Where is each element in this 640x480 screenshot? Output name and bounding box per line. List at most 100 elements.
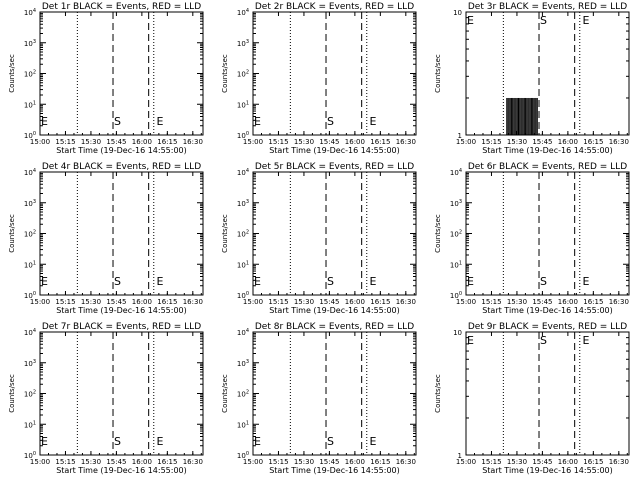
x-tick-label: 16:30	[396, 298, 416, 306]
y-tick-label: 104	[237, 328, 249, 337]
plot-panel-2: Det 2r BLACK = Events, RED = LLD 15:00 15:…	[221, 2, 417, 155]
x-tick-label: 15:45	[106, 138, 126, 146]
panel-title: Det 6r BLACK = Events, RED = LLD	[468, 162, 627, 172]
plot-frame	[39, 171, 204, 296]
x-tick-label: 15:30	[81, 138, 101, 146]
x-tick-label: 15:45	[319, 138, 339, 146]
marker-end: E	[254, 435, 261, 448]
y-tick-label: 103	[237, 199, 249, 208]
marker-end: E	[467, 334, 474, 347]
x-tick-label: 15:15	[268, 298, 288, 306]
x-tick-label: 16:30	[183, 138, 203, 146]
x-tick-label: 16:15	[370, 298, 390, 306]
x-tick-label: 15:45	[106, 298, 126, 306]
x-tick-label: 15:15	[268, 138, 288, 146]
y-axis-title: Counts/sec	[434, 374, 442, 413]
x-tick-label: 15:45	[532, 138, 552, 146]
marker-start: S	[114, 275, 121, 288]
x-tick-label: 16:00	[345, 298, 365, 306]
plot-panel-8: Det 8r BLACK = Events, RED = LLD 15:00 15:…	[221, 322, 417, 475]
plot-panel-4: Det 4r BLACK = Events, RED = LLD 15:00 15:…	[8, 162, 204, 315]
y-tick-label: 103	[24, 199, 36, 208]
x-tick-label: 16:30	[396, 138, 416, 146]
marker-start: S	[540, 275, 547, 288]
x-tick-label: 15:30	[81, 458, 101, 466]
x-tick-label: 16:00	[132, 298, 152, 306]
x-tick-label: 16:00	[558, 298, 578, 306]
x-tick-label: 15:15	[481, 458, 501, 466]
plot-panel-7: Det 7r BLACK = Events, RED = LLD 15:00 15:…	[8, 322, 204, 475]
x-tick-label: 15:30	[507, 138, 527, 146]
marker-start: S	[540, 334, 547, 347]
marker-end: E	[582, 14, 589, 27]
marker-start: S	[114, 115, 121, 128]
marker-end: E	[156, 115, 163, 128]
panel-title: Det 2r BLACK = Events, RED = LLD	[255, 2, 414, 12]
y-tick-label: 103	[24, 359, 36, 368]
x-tick-label: 16:15	[157, 458, 177, 466]
panel-title: Det 4r BLACK = Events, RED = LLD	[42, 162, 201, 172]
plot-frame	[252, 171, 417, 296]
x-tick-label: 15:00	[30, 298, 50, 306]
plot-panel-5: Det 5r BLACK = Events, RED = LLD 15:00 15:…	[221, 162, 417, 315]
y-tick-label: 101	[237, 100, 249, 109]
plot-frame	[252, 331, 417, 456]
x-tick-label: 16:00	[345, 458, 365, 466]
x-tick-label: 16:15	[157, 298, 177, 306]
x-axis-title: Start Time (19-Dec-16 14:55:00)	[482, 146, 613, 155]
x-tick-label: 16:30	[609, 138, 629, 146]
marker-end: E	[467, 275, 474, 288]
x-tick-label: 15:00	[243, 138, 263, 146]
y-tick-label: 102	[24, 390, 36, 399]
y-tick-label: 103	[237, 39, 249, 48]
y-tick-label: 104	[237, 168, 249, 177]
x-tick-label: 15:15	[481, 138, 501, 146]
panel-title: Det 7r BLACK = Events, RED = LLD	[42, 322, 201, 332]
y-tick-label: 103	[450, 199, 462, 208]
marker-start: S	[327, 275, 334, 288]
plot-panel-6: Det 6r BLACK = Events, RED = LLD 15:00 15:…	[434, 162, 630, 315]
x-axis-title: Start Time (19-Dec-16 14:55:00)	[482, 306, 613, 315]
x-tick-label: 15:15	[268, 458, 288, 466]
x-tick-label: 16:15	[157, 138, 177, 146]
y-tick-label: 100	[237, 131, 249, 140]
y-tick-label: 100	[24, 451, 36, 460]
y-tick-label: 102	[237, 230, 249, 239]
plot-frame	[39, 331, 204, 456]
x-axis-title: Start Time (19-Dec-16 14:55:00)	[269, 306, 400, 315]
x-tick-label: 15:00	[456, 138, 476, 146]
x-tick-label: 16:30	[609, 298, 629, 306]
x-tick-label: 16:15	[583, 458, 603, 466]
marker-start: S	[327, 435, 334, 448]
x-tick-label: 15:45	[319, 298, 339, 306]
marker-end: E	[369, 275, 376, 288]
plot-frame	[465, 171, 630, 296]
x-tick-label: 15:00	[30, 458, 50, 466]
y-tick-label: 1	[458, 132, 462, 140]
x-tick-label: 15:00	[456, 458, 476, 466]
x-tick-label: 15:45	[532, 458, 552, 466]
marker-end: E	[582, 334, 589, 347]
panel-title: Det 3r BLACK = Events, RED = LLD	[468, 2, 627, 12]
plot-frame	[465, 331, 630, 456]
marker-end: E	[156, 435, 163, 448]
x-axis-title: Start Time (19-Dec-16 14:55:00)	[56, 306, 187, 315]
y-tick-label: 101	[24, 100, 36, 109]
x-tick-label: 15:45	[532, 298, 552, 306]
y-tick-label: 104	[24, 8, 36, 17]
marker-end: E	[41, 275, 48, 288]
marker-end: E	[254, 115, 261, 128]
x-tick-label: 16:00	[558, 138, 578, 146]
y-tick-label: 104	[450, 168, 462, 177]
x-tick-label: 16:30	[609, 458, 629, 466]
y-tick-label: 10	[453, 9, 462, 17]
x-tick-label: 16:15	[370, 458, 390, 466]
y-tick-label: 102	[237, 390, 249, 399]
y-axis-title: Counts/sec	[221, 374, 229, 413]
marker-start: S	[540, 14, 547, 27]
x-tick-label: 16:00	[132, 458, 152, 466]
x-axis-title: Start Time (19-Dec-16 14:55:00)	[482, 466, 613, 475]
y-tick-label: 100	[24, 131, 36, 140]
x-tick-label: 15:15	[55, 138, 75, 146]
y-axis-title: Counts/sec	[8, 214, 16, 253]
